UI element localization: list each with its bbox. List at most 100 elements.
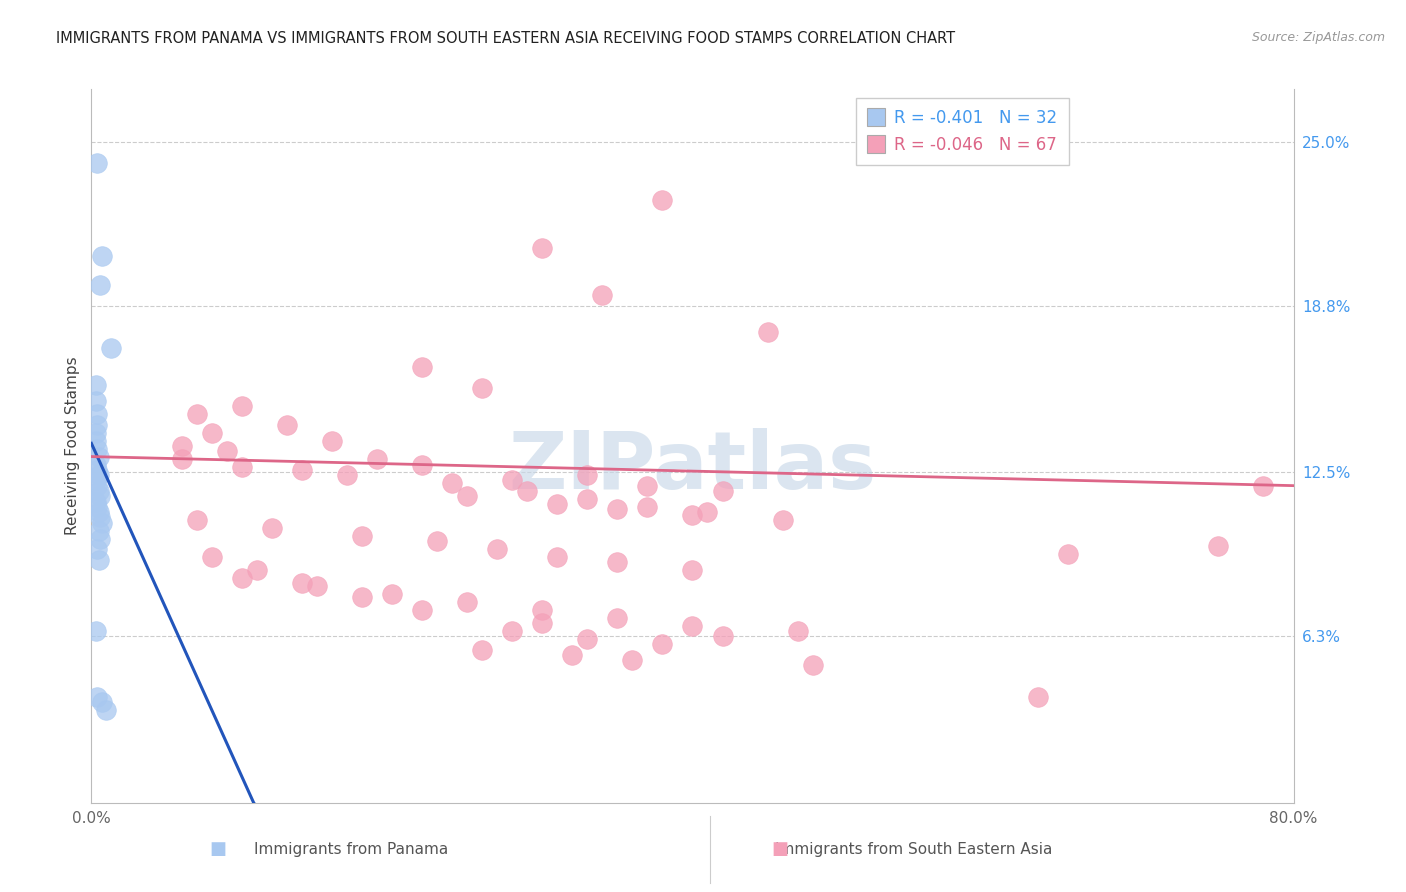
Point: [84, 434, 107, 448]
Point: [201, 425, 224, 440]
Point: [86, 463, 108, 477]
Point: [86, 442, 108, 456]
Point: [696, 505, 718, 519]
Point: [756, 326, 779, 340]
Point: [231, 571, 253, 585]
Point: [576, 491, 599, 506]
Point: [606, 502, 628, 516]
Point: [87, 450, 110, 464]
Point: [84, 394, 107, 409]
Text: ZIPatlas: ZIPatlas: [509, 428, 876, 507]
Point: [246, 563, 269, 577]
Point: [471, 642, 494, 657]
Point: [636, 478, 658, 492]
Point: [87, 524, 110, 538]
Point: [201, 549, 224, 564]
Point: [501, 474, 523, 488]
Point: [170, 452, 193, 467]
Point: [501, 624, 523, 638]
Point: [276, 417, 298, 432]
Point: [84, 425, 107, 440]
Point: [90, 695, 112, 709]
Point: [86, 417, 108, 432]
Text: ■: ■: [209, 840, 226, 858]
Point: [100, 341, 122, 355]
Point: [89, 532, 111, 546]
Text: Immigrants from Panama: Immigrants from Panama: [254, 842, 449, 856]
Point: [86, 500, 108, 514]
Point: [215, 444, 238, 458]
Point: [90, 516, 112, 530]
Point: [87, 505, 110, 519]
Point: [606, 611, 628, 625]
Point: [1026, 690, 1049, 704]
Legend: R = -0.401   N = 32, R = -0.046   N = 67: R = -0.401 N = 32, R = -0.046 N = 67: [856, 97, 1069, 165]
Point: [186, 407, 208, 421]
Point: [84, 458, 107, 472]
Point: [531, 603, 554, 617]
Point: [84, 494, 107, 508]
Point: [87, 552, 110, 566]
Point: [786, 624, 808, 638]
Point: [681, 618, 703, 632]
Point: [801, 658, 824, 673]
Point: [84, 624, 107, 638]
Point: [546, 497, 568, 511]
Text: Source: ZipAtlas.com: Source: ZipAtlas.com: [1251, 31, 1385, 45]
Point: [231, 400, 253, 414]
Point: [516, 483, 538, 498]
Point: [486, 542, 509, 557]
Point: [411, 603, 433, 617]
Point: [681, 508, 703, 522]
Point: [170, 439, 193, 453]
Point: [681, 563, 703, 577]
Point: [1208, 540, 1230, 554]
Point: [305, 579, 328, 593]
Point: [636, 500, 658, 514]
Point: [186, 513, 208, 527]
Point: [86, 156, 108, 170]
Point: [426, 534, 449, 549]
Point: [86, 478, 108, 492]
Point: [411, 359, 433, 374]
Point: [86, 407, 108, 421]
Point: [321, 434, 343, 448]
Point: [381, 587, 404, 601]
Point: [1253, 478, 1275, 492]
Text: ■: ■: [772, 840, 789, 858]
Point: [291, 576, 314, 591]
Point: [456, 489, 478, 503]
Point: [591, 288, 613, 302]
Point: [86, 690, 108, 704]
Point: [576, 468, 599, 483]
Point: [350, 529, 373, 543]
Point: [711, 483, 734, 498]
Point: [90, 249, 112, 263]
Point: [87, 468, 110, 483]
Point: [336, 468, 359, 483]
Point: [411, 458, 433, 472]
Point: [87, 483, 110, 498]
Point: [89, 489, 111, 503]
Point: [291, 463, 314, 477]
Point: [651, 637, 673, 651]
Point: [84, 378, 107, 392]
Point: [651, 193, 673, 207]
Point: [576, 632, 599, 646]
Text: IMMIGRANTS FROM PANAMA VS IMMIGRANTS FROM SOUTH EASTERN ASIA RECEIVING FOOD STAM: IMMIGRANTS FROM PANAMA VS IMMIGRANTS FRO…: [56, 31, 955, 46]
Point: [86, 542, 108, 557]
Point: [531, 241, 554, 255]
Point: [711, 629, 734, 643]
Point: [772, 513, 794, 527]
Point: [89, 277, 111, 292]
Point: [366, 452, 388, 467]
Point: [546, 549, 568, 564]
Text: Immigrants from South Eastern Asia: Immigrants from South Eastern Asia: [775, 842, 1053, 856]
Point: [531, 616, 554, 631]
Point: [606, 555, 628, 569]
Point: [231, 460, 253, 475]
Point: [89, 510, 111, 524]
Point: [621, 653, 644, 667]
Point: [260, 521, 283, 535]
Point: [440, 475, 463, 490]
